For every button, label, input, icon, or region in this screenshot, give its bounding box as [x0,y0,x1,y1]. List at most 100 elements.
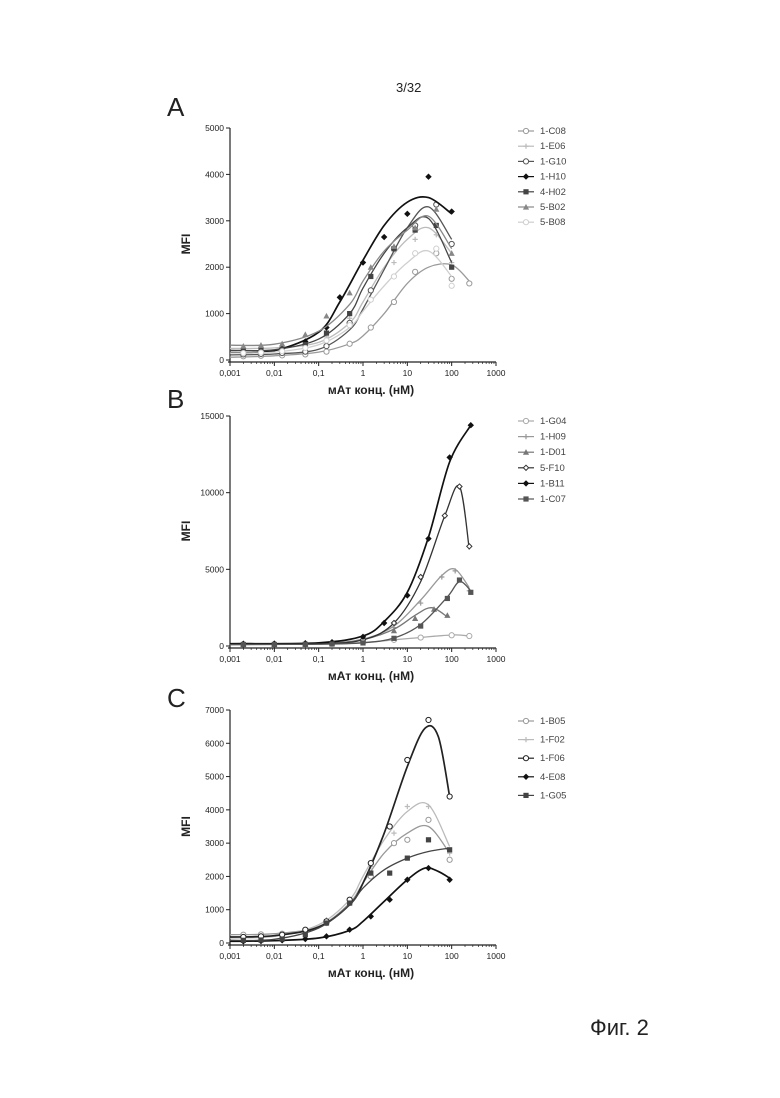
data-point [434,246,439,251]
series-curve [230,227,452,348]
data-point [347,290,353,296]
data-point [457,577,462,582]
data-point [418,623,423,628]
data-point [368,288,373,293]
series-curve [230,485,469,644]
data-point [368,297,373,302]
legend-label: 1-H10 [540,172,566,183]
data-point [323,933,329,939]
data-point [391,831,396,836]
series-curve [230,569,469,645]
x-tick-label: 0,01 [266,368,283,378]
data-point [425,865,431,871]
legend-item-1-E06: 1-E06 [518,141,565,152]
data-point [439,574,444,579]
data-point [323,313,329,319]
series-curve [230,216,452,346]
data-point [347,341,352,346]
data-point [391,636,396,641]
legend-item-5-B08: 5-B08 [518,217,565,228]
legend-marker [523,480,529,486]
legend-marker [523,144,528,149]
y-tick-label: 15000 [200,411,224,421]
x-axis-label: мАт конц. (нМ) [328,383,414,397]
data-point [404,211,410,217]
series-1-F06 [230,717,452,939]
legend-label: 1-E06 [540,141,565,152]
x-tick-label: 100 [445,368,459,378]
series-curve [230,868,450,942]
data-point [303,642,308,647]
legend-item-5-F10: 5-F10 [518,463,565,474]
data-point [426,837,431,842]
data-point [324,330,329,335]
data-point [272,642,277,647]
data-point [425,174,431,180]
data-point [447,847,452,852]
data-point [324,920,329,925]
legend-item-4-E08: 4-E08 [518,772,565,783]
x-tick-label: 0,01 [266,654,283,664]
legend-marker [523,418,528,423]
x-tick-label: 1000 [487,654,506,664]
x-tick-label: 10 [403,951,413,961]
x-axis-label: мАт конц. (нМ) [328,966,414,980]
y-tick-label: 5000 [205,772,224,782]
data-point [381,234,387,240]
legend-item-5-B02: 5-B02 [518,202,565,213]
legend-label: 1-F02 [540,735,565,746]
x-tick-label: 0,001 [219,951,241,961]
legend-item-1-G10: 1-G10 [518,156,566,167]
data-point [258,937,263,942]
y-tick-label: 2000 [205,871,224,881]
data-point [447,857,452,862]
legend-label: 1-G05 [540,790,566,801]
legend-marker [523,496,528,501]
legend-item-1-B05: 1-B05 [518,716,565,727]
legend-label: 1-C07 [540,494,566,505]
legend-label: 5-F10 [540,463,565,474]
legend-item-1-F06: 1-F06 [518,753,565,764]
data-point [241,350,246,355]
data-point [387,824,392,829]
y-axis-label: MFI [179,521,193,542]
legend-label: 1-C08 [540,126,566,137]
legend-marker [523,793,528,798]
data-point [405,804,410,809]
x-tick-label: 100 [445,654,459,664]
series-curve [230,848,450,940]
y-tick-label: 1000 [205,309,224,319]
legend-label: 1-G10 [540,156,566,167]
data-point [303,927,308,932]
data-point [413,237,418,242]
data-point [413,269,418,274]
data-point [258,350,263,355]
data-point [381,620,387,626]
data-point [391,260,396,265]
legend-marker [523,718,528,723]
x-tick-label: 10 [403,368,413,378]
data-point [445,596,450,601]
series-curve [230,803,450,938]
y-tick-label: 4000 [205,805,224,815]
legend-item-1-G04: 1-G04 [518,416,566,427]
x-tick-label: 0,1 [313,654,325,664]
legend-label: 4-E08 [540,772,565,783]
series-1-G10 [230,202,454,357]
legend-label: 1-B11 [540,478,565,489]
data-point [368,325,373,330]
legend-item-1-G05: 1-G05 [518,790,566,801]
data-point [425,535,431,541]
legend-label: 5-B08 [540,217,565,228]
y-axis-label: MFI [179,816,193,837]
chart-panel-c: 010002000300040005000600070000,0010,010,… [179,705,566,980]
data-point [442,513,447,518]
y-tick-label: 5000 [205,123,224,133]
data-point [347,323,352,328]
data-point [457,484,462,489]
legend-label: 1-H09 [540,432,566,443]
data-point [303,345,308,350]
x-tick-label: 1 [361,951,366,961]
data-point [303,932,308,937]
legend-marker [523,756,528,761]
